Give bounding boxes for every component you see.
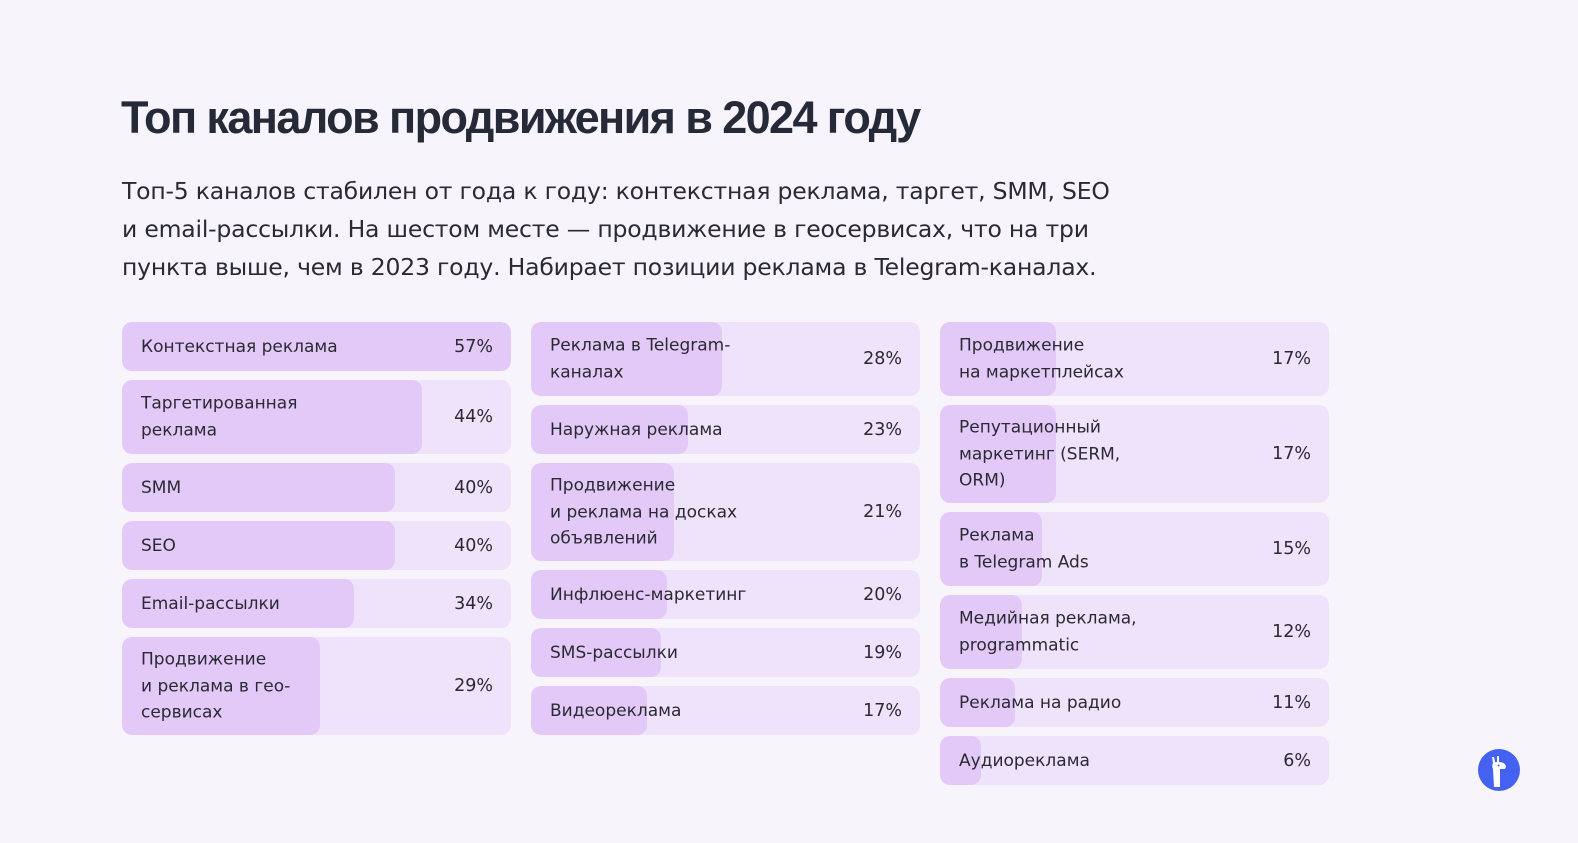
bar-row: SMM 40% — [122, 463, 511, 512]
bar-row: Продвижение и реклама в гео- сервисах 29% — [122, 637, 511, 735]
bar-value: 12% — [1272, 622, 1311, 642]
bar-row: Email-рассылки 34% — [122, 579, 511, 628]
bar-fill — [531, 570, 668, 619]
bar-row: SEO 40% — [122, 521, 511, 570]
bar-row: Репутационный маркетинг (SERM, ORM) 17% — [940, 405, 1329, 503]
bar-column-3: Продвижение на маркетплейсах 17% Репутацио… — [940, 322, 1329, 785]
bar-row: Контекстная реклама 57% — [122, 322, 511, 371]
bar-label: SMM — [141, 477, 182, 498]
bar-value: 19% — [863, 642, 902, 663]
bar-row: Аудиореклама 6% — [940, 736, 1329, 785]
bar-row: Продвижение на маркетплейсах 17% — [940, 322, 1329, 396]
bar-value: 57% — [454, 336, 493, 357]
bar-value: 44% — [454, 407, 493, 427]
bar-value: 40% — [454, 535, 493, 556]
bar-label: Продвижение и реклама на досках объявлен… — [550, 475, 738, 549]
bar-fill — [122, 637, 320, 735]
bar-value: 11% — [1272, 692, 1311, 713]
page-title: Топ каналов продвижения в 2024 году — [121, 92, 921, 143]
bar-fill — [940, 678, 1016, 727]
bar-label: Реклама в Telegram Ads — [959, 525, 1089, 573]
bar-label: Видеореклама — [550, 700, 682, 721]
bar-fill — [940, 322, 1057, 396]
bar-label: Продвижение на маркетплейсах — [959, 335, 1124, 383]
bar-value: 34% — [454, 593, 493, 614]
bar-label: SEO — [141, 535, 176, 556]
bar-label: Таргетированная реклама — [141, 393, 298, 441]
bar-label: Реклама в Telegram- каналах — [550, 335, 731, 383]
bar-label: Инфлюенс-маркетинг — [550, 584, 747, 605]
bar-label: Наружная реклама — [550, 419, 723, 440]
bar-fill — [531, 405, 688, 454]
bar-row: Видеореклама 17% — [531, 686, 920, 735]
bar-row: Реклама в Telegram- каналах 28% — [531, 322, 920, 396]
bar-column-1: Контекстная реклама 57% Таргетированная ре… — [122, 322, 511, 735]
bar-column-2: Реклама в Telegram- каналах 28% Наружная р… — [531, 322, 920, 735]
bar-row: Наружная реклама 23% — [531, 405, 920, 454]
bar-row: Реклама в Telegram Ads 15% — [940, 512, 1329, 586]
bar-fill — [122, 380, 423, 454]
bar-fill — [940, 405, 1057, 503]
bar-fill — [531, 322, 723, 396]
bar-value: 17% — [1272, 444, 1311, 464]
bar-fill — [122, 322, 511, 371]
bar-label: Репутационный маркетинг (SERM, ORM) — [959, 417, 1121, 491]
bar-value: 21% — [863, 502, 902, 522]
bar-value: 20% — [863, 584, 902, 605]
bar-fill — [122, 521, 395, 570]
bar-label: Реклама на радио — [959, 692, 1122, 713]
bar-value: 17% — [1272, 349, 1311, 369]
bar-label: Продвижение и реклама в гео- сервисах — [141, 649, 291, 723]
bar-value: 15% — [1272, 539, 1311, 559]
bar-value: 17% — [863, 700, 902, 721]
bar-fill — [122, 463, 395, 512]
bar-label: Email-рассылки — [141, 593, 280, 614]
bar-fill — [940, 736, 981, 785]
bar-row: Продвижение и реклама на досках объявлен… — [531, 463, 920, 561]
page-subtitle: Топ-5 каналов стабилен от года к году: к… — [122, 177, 1110, 281]
bar-label: SMS-рассылки — [550, 642, 678, 663]
bar-row: Инфлюенс-маркетинг 20% — [531, 570, 920, 619]
bar-value: 29% — [454, 676, 493, 696]
bar-row: Реклама на радио 11% — [940, 678, 1329, 727]
bar-value: 23% — [863, 419, 902, 440]
bar-value: 6% — [1283, 750, 1311, 771]
bar-fill — [531, 686, 648, 735]
bar-value: 28% — [863, 349, 902, 369]
bar-fill — [940, 512, 1043, 586]
bar-fill — [940, 595, 1022, 669]
bar-row: Таргетированная реклама 44% — [122, 380, 511, 454]
bar-row: SMS-рассылки 19% — [531, 628, 920, 677]
bar-label: Аудиореклама — [959, 750, 1090, 771]
bar-label: Медийная реклама, programmatic — [959, 608, 1137, 656]
bar-label: Контекстная реклама — [141, 336, 338, 357]
bar-row: Медийная реклама, programmatic 12% — [940, 595, 1329, 669]
bar-fill — [531, 463, 675, 561]
bar-value: 40% — [454, 477, 493, 498]
bar-fill — [122, 579, 355, 628]
llama-logo-icon — [1478, 749, 1520, 791]
bar-fill — [531, 628, 661, 677]
